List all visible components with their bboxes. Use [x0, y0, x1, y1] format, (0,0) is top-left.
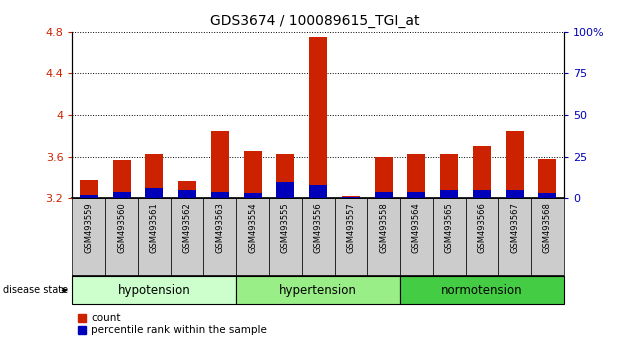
Bar	[80, 195, 98, 198]
Bar	[433, 198, 466, 276]
Bar	[269, 198, 302, 276]
Bar	[146, 188, 163, 198]
Bar	[473, 190, 491, 198]
Bar	[105, 198, 138, 276]
Bar	[440, 190, 458, 198]
Bar	[203, 198, 236, 276]
Bar	[498, 198, 531, 276]
Bar	[539, 193, 556, 198]
Bar	[531, 198, 564, 276]
Bar	[211, 192, 229, 198]
Bar	[171, 198, 203, 276]
Text: GSM493565: GSM493565	[445, 202, 454, 253]
Bar	[309, 37, 327, 198]
Bar	[244, 193, 261, 198]
Text: GSM493557: GSM493557	[346, 202, 355, 253]
Text: GSM493567: GSM493567	[510, 202, 519, 253]
Text: GSM493555: GSM493555	[281, 202, 290, 253]
Bar	[72, 198, 105, 276]
Bar	[113, 160, 130, 198]
Text: GSM493559: GSM493559	[84, 202, 93, 253]
Text: disease state: disease state	[3, 285, 68, 295]
Text: GSM493561: GSM493561	[150, 202, 159, 253]
Text: GSM493566: GSM493566	[478, 202, 486, 253]
Bar	[178, 190, 196, 198]
Text: GSM493568: GSM493568	[543, 202, 552, 253]
Bar	[277, 182, 294, 198]
Text: GSM493564: GSM493564	[412, 202, 421, 253]
Bar	[80, 179, 98, 198]
Bar	[335, 198, 367, 276]
Bar	[367, 198, 400, 276]
Bar	[236, 198, 269, 276]
Bar	[375, 156, 392, 198]
Bar	[408, 192, 425, 198]
Bar	[408, 154, 425, 198]
Text: GSM493560: GSM493560	[117, 202, 126, 253]
Text: normotension: normotension	[441, 284, 523, 297]
Bar	[138, 198, 171, 276]
Bar	[236, 276, 400, 304]
Bar	[506, 190, 524, 198]
Text: GSM493554: GSM493554	[248, 202, 257, 253]
Bar	[178, 181, 196, 198]
Bar	[375, 192, 392, 198]
Bar	[400, 276, 564, 304]
Bar	[309, 185, 327, 198]
Bar	[400, 198, 433, 276]
Bar	[342, 196, 360, 198]
Text: hypotension: hypotension	[118, 284, 191, 297]
Bar	[302, 198, 335, 276]
Text: GDS3674 / 100089615_TGI_at: GDS3674 / 100089615_TGI_at	[210, 14, 420, 28]
Bar	[342, 196, 360, 198]
Bar	[146, 154, 163, 198]
Bar	[277, 154, 294, 198]
Text: GSM493558: GSM493558	[379, 202, 388, 253]
Bar	[244, 152, 261, 198]
Bar	[113, 192, 130, 198]
Bar	[72, 276, 236, 304]
Legend: count, percentile rank within the sample: count, percentile rank within the sample	[77, 313, 267, 335]
Bar	[466, 198, 498, 276]
Text: hypertension: hypertension	[279, 284, 357, 297]
Text: GSM493562: GSM493562	[183, 202, 192, 253]
Bar	[211, 131, 229, 198]
Bar	[539, 159, 556, 198]
Bar	[506, 131, 524, 198]
Text: GSM493556: GSM493556	[314, 202, 323, 253]
Bar	[440, 154, 458, 198]
Bar	[473, 146, 491, 198]
Text: GSM493563: GSM493563	[215, 202, 224, 253]
